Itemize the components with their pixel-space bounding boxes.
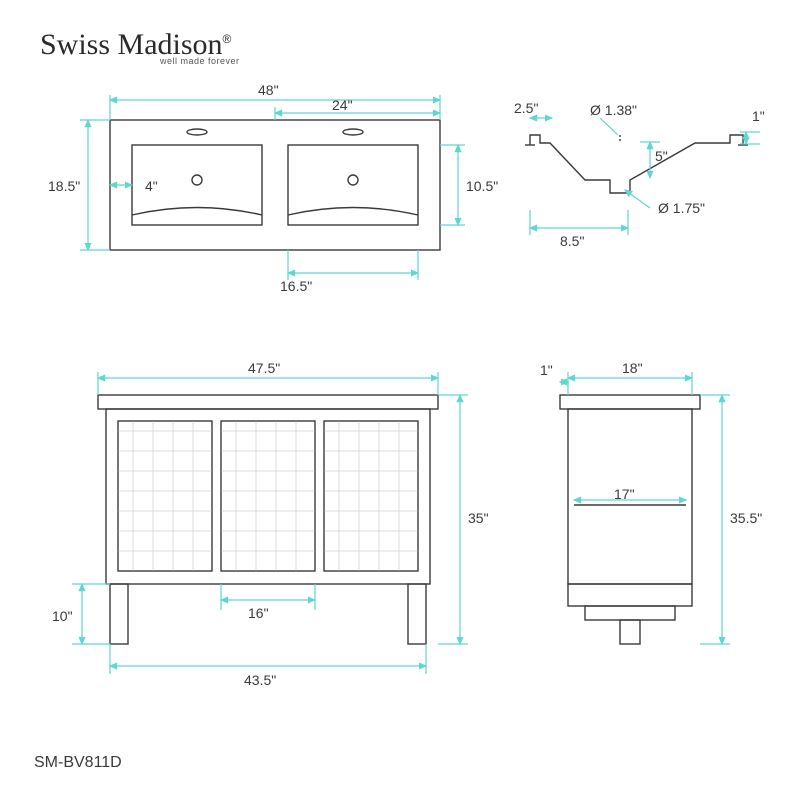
front-dims [60, 360, 490, 690]
dim-side-shelf: 17" [614, 486, 635, 502]
dim-cross-pipe: Ø 1.75" [658, 200, 705, 216]
dim-cross-rim: 2.5" [514, 100, 538, 116]
dim-cross-depth: 5" [655, 148, 668, 164]
dim-top-gap: 4" [145, 178, 158, 194]
model-number: SM-BV811D [34, 754, 122, 772]
dim-side-lip: 1" [540, 362, 553, 378]
dim-top-basin-w: 16.5" [280, 278, 312, 294]
dim-front-door: 16" [248, 605, 269, 621]
dim-front-base: 43.5" [244, 672, 276, 688]
dim-cross-drain: Ø 1.38" [590, 102, 637, 118]
dim-side-top: 18" [622, 360, 643, 376]
dim-side-h: 35.5" [730, 510, 762, 526]
dim-front-w: 47.5" [248, 360, 280, 376]
dim-cross-bottom: 8.5" [560, 233, 584, 249]
dim-front-h: 35" [468, 510, 489, 526]
registered-mark: ® [223, 32, 232, 46]
dim-top-h: 18.5" [48, 178, 80, 194]
dim-cross-edge: 1" [752, 108, 765, 124]
dim-front-leg: 10" [52, 608, 73, 624]
top-view-dims [60, 85, 490, 310]
cross-dims [510, 100, 780, 270]
dim-top-half: 24" [332, 97, 353, 113]
brand-tagline: well made forever [160, 56, 240, 66]
dim-top-w: 48" [258, 82, 279, 98]
dim-top-basin-h: 10.5" [466, 178, 498, 194]
